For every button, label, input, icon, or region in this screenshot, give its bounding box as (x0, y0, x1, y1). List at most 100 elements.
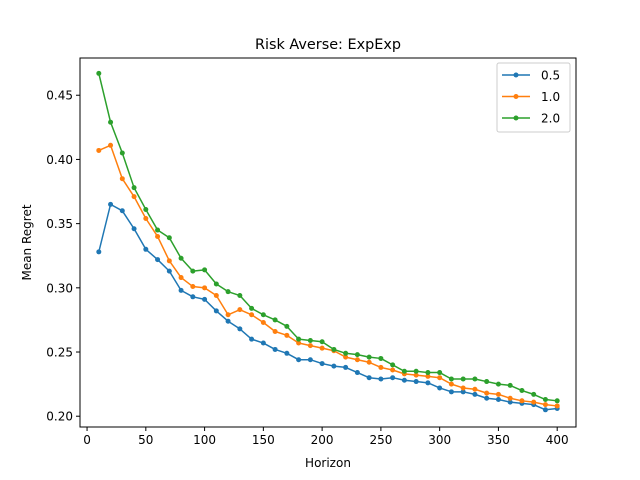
series-line (98, 73, 558, 402)
data-point (237, 326, 243, 332)
data-point (378, 364, 384, 370)
data-point (190, 268, 196, 274)
data-point (131, 185, 137, 191)
data-point (460, 389, 466, 395)
data-point (284, 323, 290, 329)
y-axis-label: Mean Regret (20, 204, 34, 280)
x-tick-label: 0 (83, 433, 91, 447)
data-point (413, 379, 419, 385)
data-point (319, 345, 325, 351)
data-point (542, 397, 548, 403)
data-point (495, 397, 501, 403)
data-point (296, 336, 302, 342)
data-point (448, 389, 454, 395)
data-point (390, 367, 396, 373)
data-point (401, 377, 407, 383)
data-point (272, 346, 278, 352)
data-point (507, 395, 513, 401)
data-point (143, 207, 149, 212)
x-tick-label: 250 (369, 433, 392, 447)
data-point (390, 362, 396, 368)
data-point (119, 150, 125, 156)
data-point (272, 328, 278, 334)
data-point (448, 381, 454, 387)
x-tick-label: 350 (487, 433, 510, 447)
x-tick-label: 200 (311, 433, 334, 447)
data-point (202, 296, 208, 302)
data-point (531, 399, 537, 405)
chart-title: Risk Averse: ExpExp (255, 37, 401, 53)
data-point (542, 407, 548, 413)
data-point (178, 287, 184, 293)
data-point (472, 386, 478, 392)
data-point (319, 339, 325, 345)
y-tick-label: 0.35 (46, 217, 73, 231)
data-point (472, 391, 478, 397)
data-point (249, 312, 255, 318)
data-point (401, 368, 407, 374)
data-point (213, 308, 219, 314)
data-point (119, 208, 125, 214)
legend-label: 1.0 (541, 90, 560, 104)
data-point (413, 368, 419, 374)
series-layer (96, 70, 560, 413)
data-point (378, 376, 384, 382)
data-point (495, 391, 501, 397)
legend-item: 0.5 (502, 69, 560, 83)
data-point (437, 385, 443, 391)
data-point (484, 379, 490, 385)
y-tick-label: 0.45 (46, 89, 73, 103)
data-point (460, 376, 466, 382)
series-2.0 (96, 70, 560, 404)
data-point (531, 391, 537, 397)
data-point (495, 381, 501, 387)
data-point (143, 215, 149, 221)
data-point (249, 305, 255, 311)
data-point (366, 375, 372, 381)
data-point (437, 375, 443, 381)
data-point (437, 370, 443, 376)
data-point (178, 275, 184, 281)
data-point (343, 350, 349, 356)
y-tick-label: 0.40 (46, 153, 73, 167)
series-1.0 (96, 142, 560, 409)
legend-box (496, 62, 571, 133)
data-point (225, 318, 231, 324)
data-point (166, 258, 172, 264)
data-point (260, 312, 266, 318)
data-point (519, 388, 525, 394)
data-point (390, 375, 396, 381)
data-point (166, 235, 172, 241)
data-point (272, 317, 278, 323)
data-point (190, 294, 196, 300)
data-point (507, 399, 513, 405)
data-point (237, 293, 243, 299)
data-point (519, 398, 525, 404)
data-point (425, 373, 431, 379)
legend-label: 2.0 (541, 112, 560, 126)
data-point (484, 390, 490, 396)
data-point (260, 340, 266, 346)
x-tick-label: 300 (428, 433, 451, 447)
data-point (108, 201, 114, 207)
data-point (542, 402, 548, 408)
legend-swatch-marker (513, 115, 519, 121)
data-point (343, 354, 349, 360)
data-point (319, 361, 325, 367)
data-point (425, 380, 431, 386)
data-point (307, 337, 313, 343)
data-point (507, 382, 513, 388)
x-tick-label: 400 (546, 433, 569, 447)
data-point (155, 257, 161, 263)
data-point (131, 194, 137, 200)
legend-swatch-marker (513, 72, 519, 78)
data-point (202, 285, 208, 291)
y-axis: 0.20 0.25 0.30 0.35 0.40 0.45 (46, 89, 80, 424)
series-line (98, 203, 558, 411)
data-point (307, 343, 313, 349)
data-point (190, 284, 196, 290)
data-point (331, 363, 337, 369)
data-point (284, 332, 290, 338)
data-point (284, 350, 290, 356)
data-point (460, 385, 466, 391)
